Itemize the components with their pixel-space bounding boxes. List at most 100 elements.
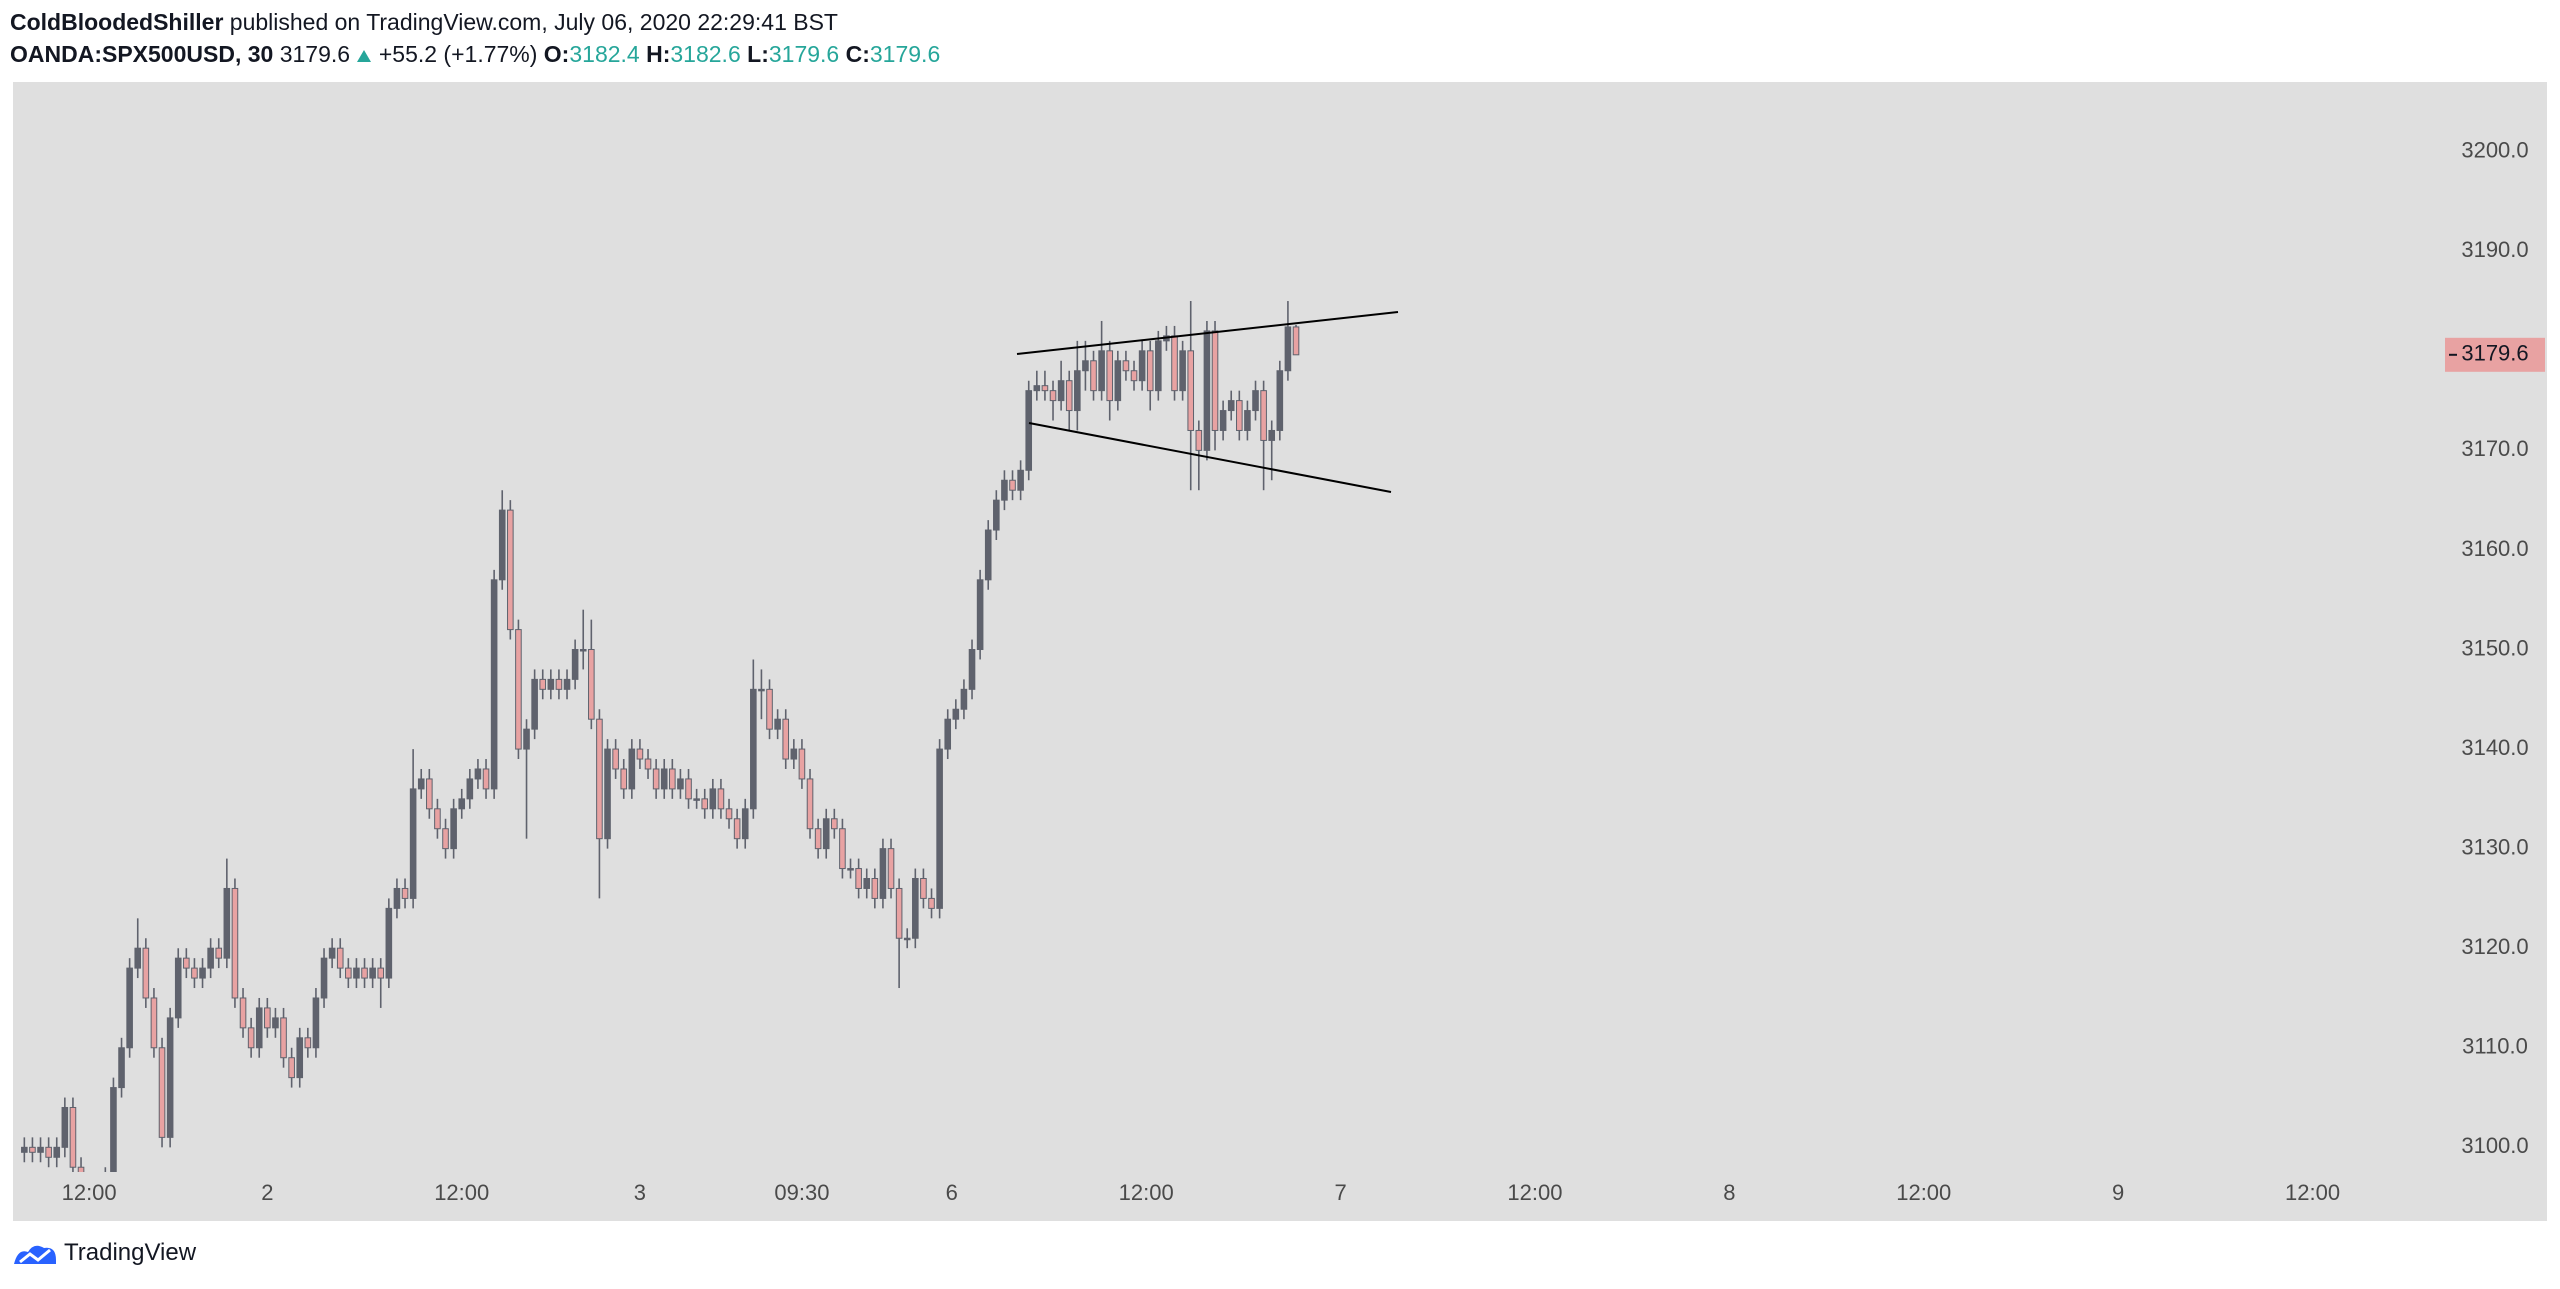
candle-body-up [1057,380,1065,402]
candle-body-down [482,768,490,790]
last-price: 3179.6 [279,41,351,67]
candle-body-down [798,748,806,780]
candle-body-down [377,967,385,979]
candle-body-down [1049,390,1057,402]
x-tick-label: 6 [946,1180,958,1205]
candle-body-up [1179,350,1186,392]
candle-body-down [806,778,814,830]
author: ColdBloodedShiller [10,9,224,35]
candle-body-down [401,887,409,899]
candle-body-up [976,579,984,651]
candle-body-up [790,748,798,760]
candle-body-up [774,718,781,730]
candle-body-up [166,1017,174,1138]
last-price-label: 3179.6 [2461,341,2528,366]
candle-body-down [596,718,603,840]
candle-body-down [77,1166,85,1172]
candle-body-up [1074,370,1081,412]
x-tick-label: 12:00 [1896,1180,1951,1205]
candle-body-down [1236,400,1243,431]
candle-body-up [255,1007,263,1049]
candle-body-up [393,887,401,909]
candle-body-down [920,878,927,899]
candle-body-up [547,678,555,690]
candle-body-up [960,688,968,710]
candle-body-down [142,947,150,999]
candle-body-up [993,499,1000,531]
candle-body-down [1130,370,1138,382]
candle-body-up [134,947,142,969]
candle-body-down [652,768,660,790]
high-value: 3182.6 [670,41,741,67]
candle-body-up [1001,479,1008,501]
candle-body-down [1122,360,1130,372]
open-label: O: [543,41,570,67]
candle-body-up [199,967,206,979]
candle-body-down [1009,479,1016,491]
candle-body-up [531,678,538,730]
x-tick-label: 8 [1723,1180,1735,1205]
candle-body-up [1114,360,1122,402]
candle-body-up [385,907,393,979]
trend-line-upper [1016,311,1399,355]
candle-body-down [158,1047,166,1138]
candle-body-up [847,868,854,871]
candle-body-up [1284,326,1292,372]
candle-body-up [1203,330,1211,451]
candle-body-down [725,808,733,820]
candle-body-down [717,788,725,810]
up-arrow-icon [357,49,372,62]
candle-body-down [1090,360,1097,392]
candle-body-up [677,778,684,790]
close-value: 3179.6 [869,41,941,67]
candle-body-up [126,967,133,1049]
candle-body-up [53,1146,61,1158]
last-price-tag [2445,337,2545,372]
x-tick-label: 2 [261,1180,273,1205]
candle-body-down [636,748,644,760]
candle-body-up [1098,350,1105,392]
header-line-1: ColdBloodedShiller published on TradingV… [10,6,940,38]
candle-body-up [458,798,466,810]
footer: TradingView [12,1238,196,1268]
candle-body-up [1219,410,1227,431]
open-value: 3182.4 [569,41,640,67]
candle-body-up [1138,350,1146,382]
candle-body-up [693,798,700,801]
candle-body-up [912,878,919,939]
x-tick-label: 12:00 [2285,1180,2340,1205]
candle-body-up [1227,400,1235,412]
candle-body-down [231,887,239,999]
x-tick-label: 12:00 [434,1180,489,1205]
candle-body-down [669,768,676,790]
x-tick-label: 12:00 [62,1180,117,1205]
trend-line-lower [1028,422,1392,493]
x-tick-label: 3 [634,1180,646,1205]
y-tick-label: 3150.0 [2461,635,2528,660]
axes: 3100.0 3110.0 3120.0 3130.0 3140.0 3150.0 3160… [62,138,2545,1205]
candle-body-down [782,718,790,760]
candle-body-up [21,1146,28,1153]
candle-body-up [628,748,636,790]
x-tick-label: 12:00 [1119,1180,1174,1205]
candle-body-up [984,529,992,581]
candle-body-up [1082,360,1089,372]
candle-body-up [523,728,530,750]
candle-body-up [660,768,668,790]
close-label: C: [845,41,870,67]
candle-body-down [69,1106,77,1168]
candle-body-up [118,1047,125,1089]
brand: TradingView [64,1239,197,1266]
candle-body-down [29,1146,36,1153]
candle-body-up [903,937,911,941]
published: published on TradingView.com, July 06, 2… [229,9,838,35]
candle-body-up [498,509,506,581]
header: ColdBloodedShiller published on TradingV… [10,6,940,70]
candle-body-up [1155,340,1162,392]
candle-body-up [110,1087,117,1172]
candle-body-down [336,947,344,969]
candle-body-down [345,967,352,979]
candle-body-down [515,629,522,750]
candle-body-down [45,1146,52,1158]
